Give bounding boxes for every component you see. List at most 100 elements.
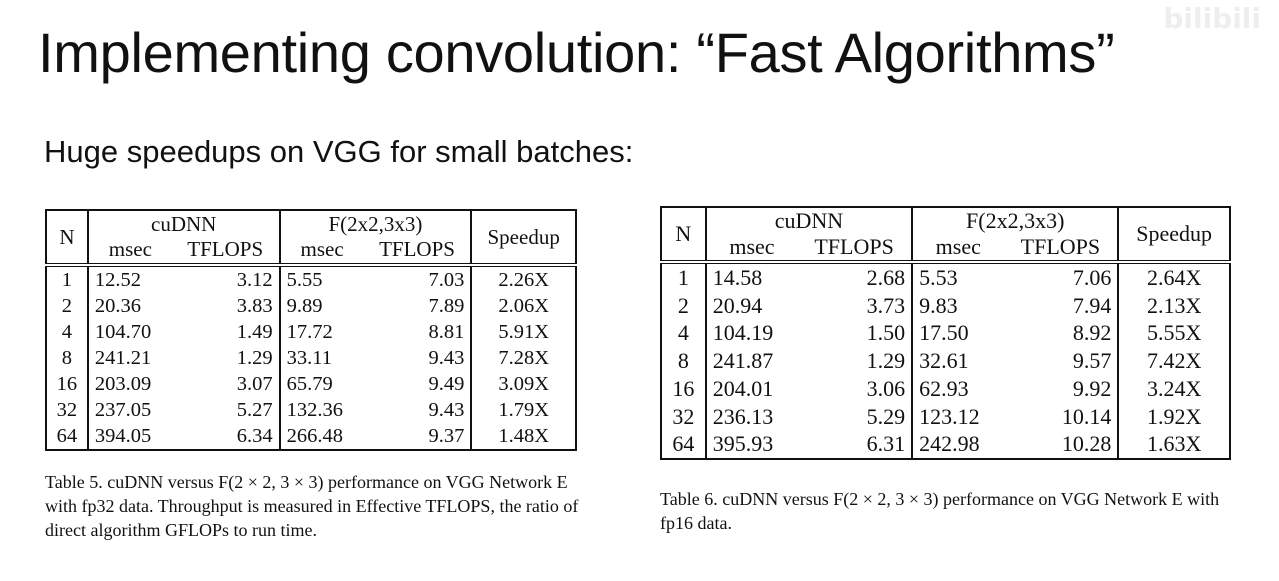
table-row: 64 395.93 6.31 242.98 10.28 1.63X xyxy=(661,430,1230,459)
cell-fast-msec: 17.72 xyxy=(286,321,333,343)
col-header-fast-tflops: TFLOPS xyxy=(363,237,473,267)
cell-fast-msec: 9.89 xyxy=(286,295,323,317)
table-row: 16 204.01 3.06 62.93 9.92 3.24X xyxy=(661,374,1230,403)
cell-speedup: 2.06X xyxy=(498,295,550,317)
cell-fast-tflops: 9.43 xyxy=(363,345,473,371)
table-row: 2 20.36 3.83 9.89 7.89 2.06X xyxy=(46,293,576,319)
cell-cudnn-tflops: 3.12 xyxy=(171,265,281,293)
cell-cudnn-msec: 104.70 xyxy=(94,321,152,343)
slide-title: Implementing convolution: “Fast Algorith… xyxy=(38,21,1115,84)
col-header-fast-tflops: TFLOPS xyxy=(1003,234,1120,264)
cell-fast-tflops: 9.57 xyxy=(1003,347,1120,375)
cell-speedup: 5.91X xyxy=(498,321,550,343)
cell-fast-tflops: 9.49 xyxy=(363,371,473,397)
cell-n: 2 xyxy=(46,293,89,319)
table-row: 8 241.21 1.29 33.11 9.43 7.28X xyxy=(46,345,576,371)
col-header-n: N xyxy=(661,207,707,264)
cell-fast-msec: 266.48 xyxy=(286,425,343,447)
cell-cudnn-tflops: 1.29 xyxy=(171,345,281,371)
col-header-speedup: Speedup xyxy=(471,210,576,267)
cell-n: 2 xyxy=(661,291,707,320)
cell-speedup: 2.13X xyxy=(1146,292,1202,318)
cell-cudnn-msec: 236.13 xyxy=(712,403,774,429)
cell-n: 64 xyxy=(46,423,89,450)
cell-fast-msec: 132.36 xyxy=(286,399,343,421)
cell-speedup: 5.55X xyxy=(1146,320,1202,346)
cell-cudnn-tflops: 6.34 xyxy=(171,423,281,450)
cell-fast-tflops: 7.03 xyxy=(363,265,473,293)
cell-n: 64 xyxy=(661,430,707,459)
table-row: 4 104.19 1.50 17.50 8.92 5.55X xyxy=(661,319,1230,348)
cell-cudnn-msec: 241.21 xyxy=(94,347,152,369)
cell-n: 16 xyxy=(661,374,707,403)
table-row: 64 394.05 6.34 266.48 9.37 1.48X xyxy=(46,423,576,450)
cell-fast-msec: 33.11 xyxy=(286,347,332,369)
cell-cudnn-tflops: 1.49 xyxy=(171,319,281,345)
cell-speedup: 1.63X xyxy=(1146,431,1202,457)
table-row: 32 237.05 5.27 132.36 9.43 1.79X xyxy=(46,397,576,423)
cell-cudnn-tflops: 5.29 xyxy=(797,402,914,431)
cell-speedup: 3.09X xyxy=(498,373,550,395)
table-row: 4 104.70 1.49 17.72 8.81 5.91X xyxy=(46,319,576,345)
cell-cudnn-msec: 395.93 xyxy=(712,431,774,457)
col-header-fast-msec: msec xyxy=(279,237,364,267)
cell-speedup: 1.79X xyxy=(498,399,550,421)
cell-fast-msec: 17.50 xyxy=(919,320,969,346)
col-header-speedup: Speedup xyxy=(1118,207,1230,264)
col-header-cudnn: cuDNN xyxy=(87,210,281,237)
cell-cudnn-tflops: 3.07 xyxy=(171,371,281,397)
cell-cudnn-tflops: 1.29 xyxy=(797,347,914,375)
cell-fast-msec: 242.98 xyxy=(919,431,980,457)
table-subheader-row: msec TFLOPS msec TFLOPS xyxy=(661,234,1230,264)
cell-speedup: 7.28X xyxy=(498,347,550,369)
table-row: 1 14.58 2.68 5.53 7.06 2.64X xyxy=(661,262,1230,292)
cell-cudnn-msec: 237.05 xyxy=(94,399,152,421)
table-header-row: N cuDNN F(2x2,3x3) Speedup xyxy=(46,210,576,267)
table-header-row: N cuDNN F(2x2,3x3) Speedup xyxy=(661,207,1230,264)
cell-speedup: 3.24X xyxy=(1146,375,1202,401)
table-row: 32 236.13 5.29 123.12 10.14 1.92X xyxy=(661,402,1230,431)
bilibili-watermark: bilibili xyxy=(1163,2,1261,35)
col-header-cudnn-msec: msec xyxy=(705,234,798,264)
cell-speedup: 2.26X xyxy=(498,269,550,291)
cell-cudnn-msec: 204.01 xyxy=(712,375,774,401)
cell-fast-tflops: 8.81 xyxy=(363,319,473,345)
cell-n: 1 xyxy=(46,265,89,293)
table-5-fp32: N cuDNN F(2x2,3x3) Speedup msec TFLOPS m… xyxy=(45,209,577,451)
cell-cudnn-msec: 241.87 xyxy=(712,348,774,374)
cell-fast-tflops: 9.92 xyxy=(1003,374,1120,403)
cell-speedup: 2.64X xyxy=(1146,265,1202,290)
cell-n: 1 xyxy=(661,262,707,292)
col-header-cudnn-msec: msec xyxy=(87,237,172,267)
cell-fast-tflops: 7.94 xyxy=(1003,291,1120,320)
cell-fast-msec: 9.83 xyxy=(919,292,958,318)
cell-fast-msec: 123.12 xyxy=(919,403,980,429)
cell-cudnn-tflops: 3.83 xyxy=(171,293,281,319)
cell-cudnn-tflops: 3.73 xyxy=(797,291,914,320)
cell-cudnn-msec: 104.19 xyxy=(712,320,774,346)
cell-n: 16 xyxy=(46,371,89,397)
col-header-cudnn: cuDNN xyxy=(705,207,914,234)
table-5-body: 1 12.52 3.12 5.55 7.03 2.26X 2 20.36 3.83 9.89 7.8… xyxy=(46,265,576,450)
table-5-caption: Table 5. cuDNN versus F(2 × 2, 3 × 3) pe… xyxy=(45,472,579,540)
cell-cudnn-tflops: 2.68 xyxy=(797,262,914,292)
cell-cudnn-msec: 20.36 xyxy=(94,295,141,317)
cell-fast-tflops: 8.92 xyxy=(1003,319,1120,348)
cell-fast-msec: 62.93 xyxy=(919,375,969,401)
cell-cudnn-tflops: 1.50 xyxy=(797,319,914,348)
cell-speedup: 7.42X xyxy=(1146,348,1202,374)
col-header-cudnn-tflops: TFLOPS xyxy=(797,234,914,264)
cell-n: 8 xyxy=(661,347,707,375)
table-row: 8 241.87 1.29 32.61 9.57 7.42X xyxy=(661,347,1230,375)
table-row: 2 20.94 3.73 9.83 7.94 2.13X xyxy=(661,291,1230,320)
cell-cudnn-msec: 12.52 xyxy=(94,269,141,291)
col-header-cudnn-tflops: TFLOPS xyxy=(171,237,281,267)
cell-n: 32 xyxy=(46,397,89,423)
table-row: 16 203.09 3.07 65.79 9.49 3.09X xyxy=(46,371,576,397)
cell-cudnn-msec: 20.94 xyxy=(712,292,763,318)
col-header-fast: F(2x2,3x3) xyxy=(912,207,1120,234)
col-header-fast-msec: msec xyxy=(912,234,1004,264)
cell-fast-tflops: 10.14 xyxy=(1003,402,1120,431)
col-header-fast: F(2x2,3x3) xyxy=(279,210,473,237)
cell-cudnn-msec: 394.05 xyxy=(94,425,152,447)
